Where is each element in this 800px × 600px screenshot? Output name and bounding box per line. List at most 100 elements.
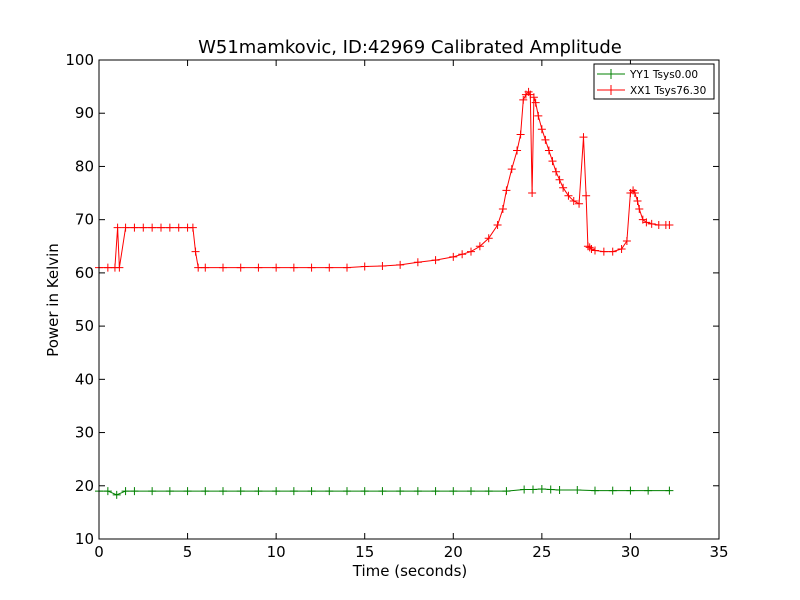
plot-frame <box>98 59 720 540</box>
x-tick-label: 20 <box>444 543 463 561</box>
data-point <box>617 244 626 253</box>
data-point <box>191 247 200 256</box>
data-point <box>458 250 467 259</box>
data-point <box>587 244 596 253</box>
data-point <box>633 197 642 206</box>
data-point <box>622 236 631 245</box>
data-point <box>272 487 281 496</box>
data-point <box>219 487 227 496</box>
data-point <box>236 263 245 272</box>
data-point <box>113 223 122 232</box>
data-point <box>475 242 484 251</box>
y-tick-label: 100 <box>65 51 94 69</box>
data-point <box>484 487 493 496</box>
data-point <box>541 135 550 144</box>
data-point <box>157 223 165 232</box>
y-tick-label: 20 <box>75 477 94 495</box>
data-point <box>502 487 511 496</box>
data-point <box>520 485 529 494</box>
x-tick-label: 30 <box>621 543 640 561</box>
data-point <box>537 125 546 134</box>
data-point <box>665 486 674 495</box>
y-tick-label: 80 <box>75 157 94 175</box>
data-point <box>343 263 351 272</box>
data-point <box>467 487 475 496</box>
data-point <box>378 261 387 270</box>
data-point <box>531 98 540 107</box>
data-point <box>498 205 507 214</box>
data-point <box>254 263 263 272</box>
data-point <box>121 487 130 496</box>
data-point <box>591 246 599 255</box>
data-point <box>493 220 502 229</box>
data-point <box>396 487 405 496</box>
data-point <box>519 95 528 104</box>
data-point <box>112 490 121 499</box>
data-point <box>555 486 564 495</box>
y-tick-label: 90 <box>75 104 94 122</box>
data-point <box>544 146 553 155</box>
y-axis-label: Power in Kelvin <box>44 243 62 357</box>
data-point <box>174 223 183 232</box>
data-point <box>647 219 656 228</box>
data-point <box>642 218 651 227</box>
data-point <box>537 484 546 493</box>
data-point <box>236 487 245 496</box>
data-point <box>449 252 458 261</box>
data-point <box>115 263 124 272</box>
x-tick-label: 5 <box>183 543 193 561</box>
data-point <box>644 486 653 495</box>
data-point <box>608 247 617 256</box>
legend-label-xx1: XX1 Tsys76.30 <box>630 85 706 97</box>
data-point <box>396 260 405 269</box>
data-point <box>103 263 112 272</box>
data-point <box>564 191 573 200</box>
legend-marker-yy1 <box>606 69 616 79</box>
data-point <box>635 205 644 214</box>
legend-marker-xx1 <box>606 85 616 95</box>
data-point <box>516 130 525 139</box>
data-point <box>449 487 458 496</box>
data-point <box>582 191 591 200</box>
axis-ticks: 0 5 10 15 20 25 30 35 10 20 30 40 50 60 70 80 90 100 <box>65 51 728 561</box>
data-point <box>559 183 568 192</box>
data-point <box>502 186 511 195</box>
data-point <box>484 234 493 243</box>
data-point <box>343 487 351 496</box>
x-tick-label: 10 <box>267 543 286 561</box>
data-point <box>431 256 440 265</box>
data-point <box>148 487 157 496</box>
y-tick-label: 50 <box>75 317 94 335</box>
data-point <box>289 487 298 496</box>
data-point <box>555 175 564 184</box>
y-tick-label: 10 <box>75 530 94 548</box>
data-point <box>201 487 210 496</box>
data-point <box>569 197 578 206</box>
legend: YY1 Tsys0.00 XX1 Tsys76.30 <box>593 63 715 100</box>
data-point <box>507 165 516 174</box>
data-point <box>360 487 369 496</box>
data-point <box>579 133 588 142</box>
x-tick-label: 25 <box>532 543 551 561</box>
data-point <box>103 487 112 496</box>
data-point <box>165 487 174 496</box>
data-point <box>585 243 594 252</box>
data-point <box>546 485 555 494</box>
data-point <box>201 263 210 272</box>
data-point <box>431 487 440 496</box>
data-point <box>513 146 522 155</box>
data-point <box>130 487 139 496</box>
x-axis-label: Time (seconds) <box>352 562 468 580</box>
data-point <box>325 487 334 496</box>
series-0 <box>95 484 674 499</box>
data-point <box>307 487 316 496</box>
legend-box <box>593 63 715 100</box>
x-tick-label: 35 <box>709 543 728 561</box>
y-tick-label: 40 <box>75 370 94 388</box>
data-point <box>528 189 537 198</box>
data-point <box>130 223 139 232</box>
data-point <box>360 262 369 271</box>
data-point <box>630 189 639 198</box>
data-point <box>121 223 130 232</box>
